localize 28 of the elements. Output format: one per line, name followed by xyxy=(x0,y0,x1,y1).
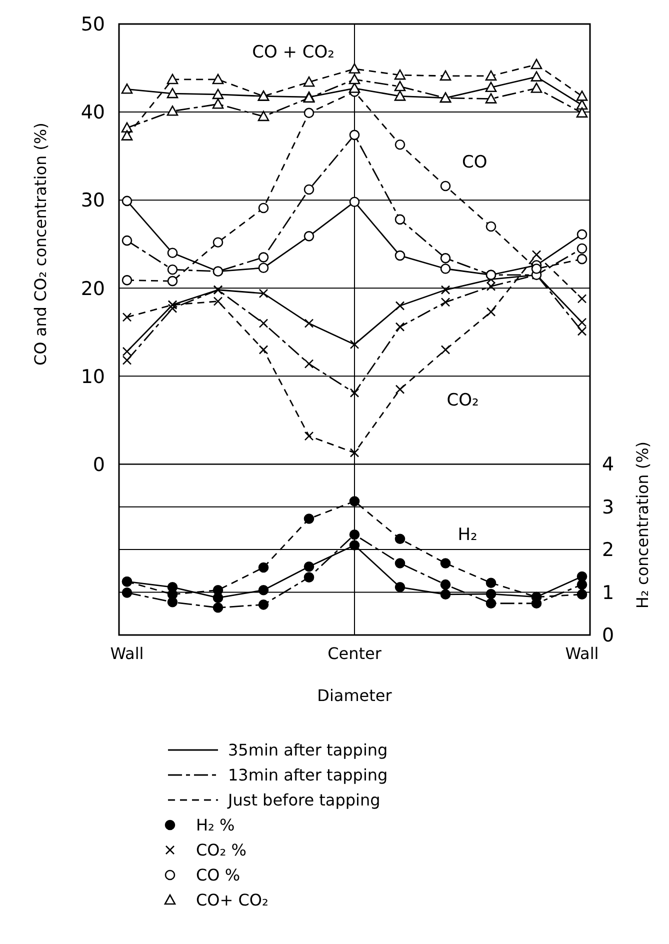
y-axis-title: CO and CO₂ concentration (%) xyxy=(31,122,50,366)
text: Just before tapping xyxy=(227,790,380,810)
x-tick-label: Wall xyxy=(565,644,599,663)
y-tick-label: 30 xyxy=(80,190,105,212)
y-tick-label: 0 xyxy=(92,454,105,476)
annotation: CO xyxy=(462,152,488,172)
y2-tick-label: 0 xyxy=(602,624,614,647)
text: CO+ CO₂ xyxy=(196,890,268,910)
y-tick-label: 10 xyxy=(80,366,105,388)
y-tick-label: 40 xyxy=(80,102,105,124)
annotation: CO + CO₂ xyxy=(252,42,334,62)
annotation: CO₂ xyxy=(446,390,479,411)
y2-tick-label: 1 xyxy=(602,582,614,604)
y2-tick-label: 3 xyxy=(602,496,614,518)
x-tick-label: Center xyxy=(328,644,382,663)
y2-axis-title: H₂ concentration (%) xyxy=(633,441,652,609)
y-tick-label: 50 xyxy=(80,14,105,36)
text: H₂ % xyxy=(196,816,235,835)
annotation: H₂ xyxy=(458,525,478,546)
text: CO % xyxy=(196,866,240,885)
y2-tick-label: 2 xyxy=(602,539,614,562)
text: 35min after tapping xyxy=(228,740,388,760)
text: 13min after tapping xyxy=(228,766,388,785)
y2-tick-label: 4 xyxy=(602,454,614,476)
x-axis-title: Diameter xyxy=(317,686,392,705)
y-tick-label: 20 xyxy=(80,278,105,300)
text: CO₂ % xyxy=(196,840,246,860)
x-tick-label: Wall xyxy=(110,644,144,663)
